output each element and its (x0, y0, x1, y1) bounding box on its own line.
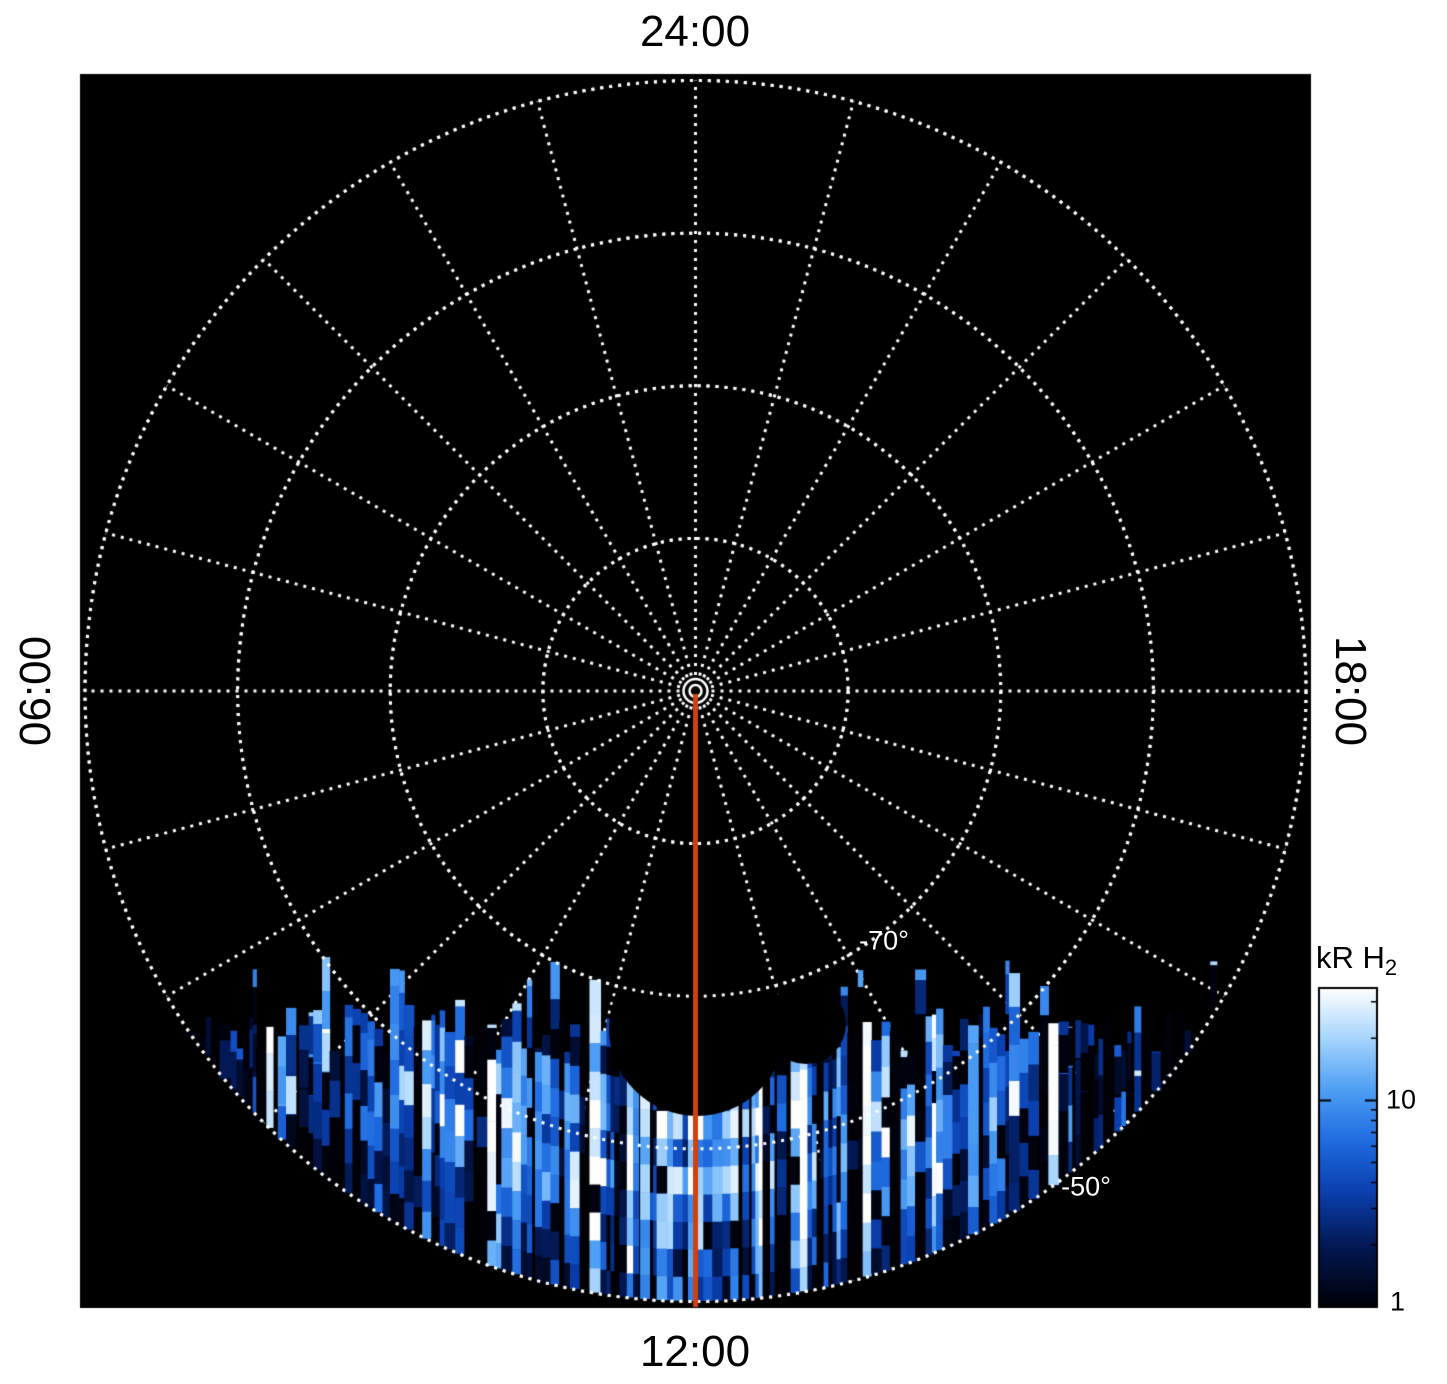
colorbar-title: kR H2 (1316, 942, 1397, 979)
colorbar-title-text: kR H (1316, 940, 1385, 975)
label-local-time-24: 24:00 (639, 7, 751, 56)
label-latitude-70: -70° (859, 925, 909, 956)
label-local-time-06: 06:00 (11, 635, 60, 747)
label-latitude-50: -50° (1061, 1171, 1111, 1202)
label-local-time-18: 18:00 (1326, 635, 1375, 747)
colorbar-tick-label-1: 1 (1390, 1286, 1406, 1317)
colorbar-tick-label-10: 10 (1386, 1084, 1417, 1115)
colorbar-title-subscript: 2 (1384, 955, 1398, 981)
label-local-time-12: 12:00 (639, 1327, 751, 1376)
